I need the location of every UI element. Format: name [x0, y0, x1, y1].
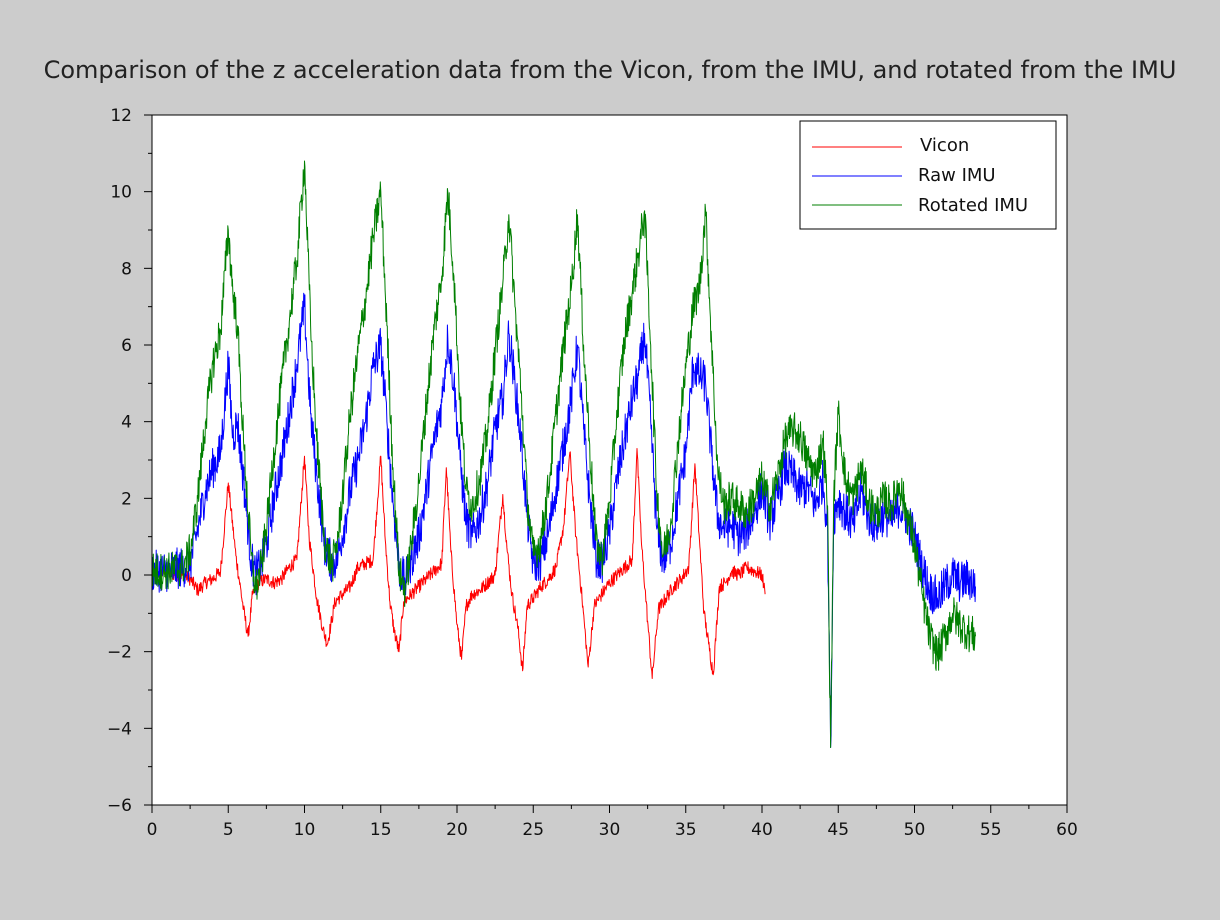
x-tick-label: 45 — [827, 820, 849, 840]
y-tick-label: −6 — [107, 796, 132, 816]
legend-box — [799, 120, 1057, 230]
series-layer — [151, 160, 976, 748]
x-tick-label: 30 — [599, 820, 621, 840]
x-tick-label: 55 — [980, 820, 1002, 840]
x-tick-label: 35 — [675, 820, 697, 840]
y-tick-label: 6 — [121, 336, 132, 356]
x-tick-label: 40 — [751, 820, 773, 840]
y-tick-label: 8 — [121, 259, 132, 279]
y-tick-label: 10 — [110, 183, 132, 203]
y-tick-label: 4 — [121, 413, 132, 433]
x-tick-label: 50 — [904, 820, 926, 840]
legend: Vicon Raw IMU Rotated IMU — [799, 120, 1057, 230]
x-tick-label: 5 — [223, 820, 234, 840]
series-line-rotated-imu — [151, 160, 976, 748]
x-tick-label: 60 — [1056, 820, 1078, 840]
legend-label-raw-imu: Raw IMU — [918, 165, 996, 186]
x-tick-label: 10 — [294, 820, 316, 840]
legend-label-rotated-imu: Rotated IMU — [918, 195, 1028, 216]
y-tick-label: 12 — [110, 106, 132, 126]
y-tick-label: 0 — [121, 566, 132, 586]
series-line-raw-imu — [151, 292, 976, 748]
y-tick-label: 2 — [121, 489, 132, 509]
x-tick-label: 25 — [522, 820, 544, 840]
axes-layer: 0 5 10 15 20 25 30 35 40 45 50 55 60 −6 −4 −2 0 2 4 6 8 10 12 — [107, 106, 1078, 840]
x-tick-label: 15 — [370, 820, 392, 840]
y-tick-label: −4 — [107, 719, 132, 739]
chart-title: Comparison of the z acceleration data fr… — [43, 56, 1177, 84]
x-tick-label: 0 — [147, 820, 158, 840]
legend-label-vicon: Vicon — [920, 135, 969, 156]
y-tick-label: −2 — [107, 643, 132, 663]
x-tick-label: 20 — [446, 820, 468, 840]
